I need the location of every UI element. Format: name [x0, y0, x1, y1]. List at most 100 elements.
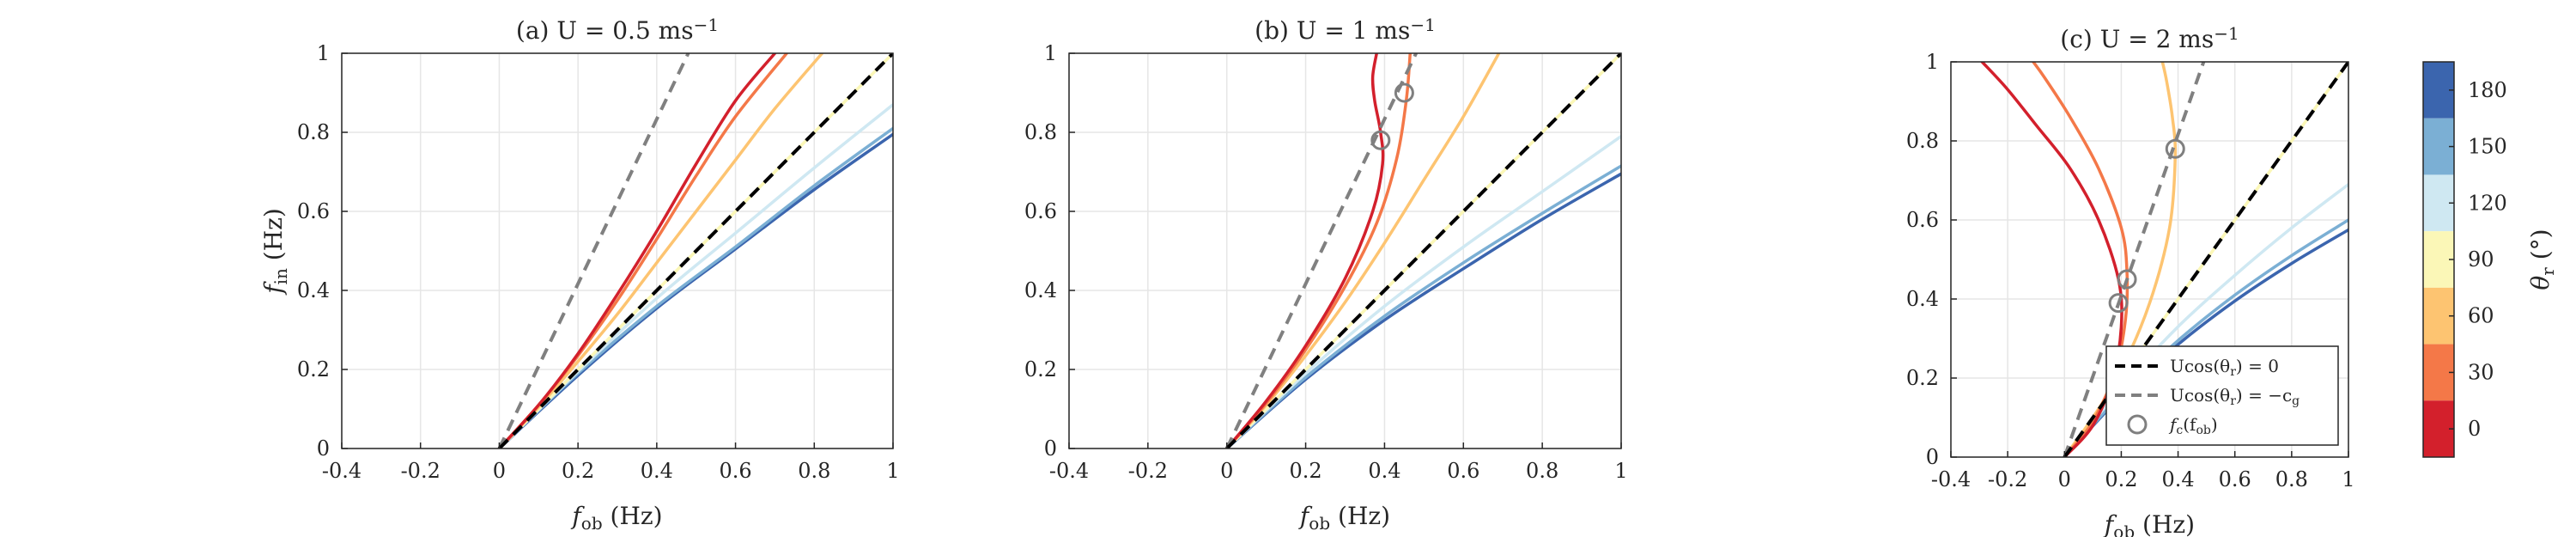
x-tick-label: -0.4 [322, 459, 361, 483]
x-tick-label: 0 [493, 459, 506, 483]
chart-title-sup: −1 [2214, 23, 2239, 44]
series-group [1224, 53, 1621, 449]
legend-item-label-sub: ob [2196, 424, 2210, 437]
fc-marker [2165, 138, 2185, 159]
legend-item-label-part: (f [2183, 414, 2197, 435]
x-tick-label: 0.6 [719, 459, 751, 483]
y-tick-label: 0.6 [1906, 208, 1939, 232]
y-tick-label: 0.2 [1906, 366, 1939, 390]
colorbar-tick-label: 90 [2468, 247, 2494, 272]
x-tick-label: 0.4 [2161, 467, 2194, 491]
series-line-theta-60 [1224, 53, 1501, 449]
y-tick-label: 0.4 [1906, 287, 1939, 311]
fc-marker [1394, 82, 1414, 103]
y-tick-label: 0.8 [1906, 129, 1939, 153]
x-axis-label-sub: ob [1309, 513, 1330, 534]
x-tick-label: 1 [2342, 467, 2354, 491]
series-line-theta-0 [1224, 53, 1385, 449]
ref-line-zero [1225, 53, 1621, 449]
y-tick-label: 0.6 [297, 199, 330, 223]
colorbar-tick-label: 180 [2468, 78, 2507, 102]
legend-item-label-sub: c [2176, 424, 2183, 437]
chart-title-part: (a) U = 0.5 ms [516, 16, 694, 45]
colorbar-label-part: (°) [2526, 229, 2555, 267]
legend-item-label-sub: r [2230, 365, 2236, 379]
chart-panel-3: -0.4 -0.2 0 0.2 0.4 0.6 0.8 1 0 0.2 0.4 0.6 0.8 1 (c) … [1906, 23, 2355, 537]
x-axis-label-part: (Hz) [603, 502, 663, 530]
x-axis-label-part: (Hz) [1330, 502, 1390, 530]
x-axis-label: fob (Hz) [2103, 510, 2195, 537]
x-tick-label: 0.8 [2275, 467, 2308, 491]
plot-area [1069, 53, 1621, 449]
y-axis-label: fin (Hz) [259, 208, 291, 296]
x-tick-label: -0.4 [1931, 467, 1971, 491]
x-axis-label-part: (Hz) [2135, 510, 2195, 537]
legend-item-label: Ucos(θr) = −cg [2170, 385, 2300, 408]
x-tick-label: -0.2 [1128, 459, 1168, 483]
x-tick-label: 1 [1614, 459, 1627, 483]
x-tick-label: -0.4 [1049, 459, 1089, 483]
x-tick-label: 1 [886, 459, 899, 483]
axes-box [341, 52, 894, 449]
colorbar-tick-label: 0 [2468, 417, 2481, 441]
fc-marker [2117, 269, 2137, 290]
colorbar-tick-label: 120 [2468, 191, 2507, 215]
x-tick-label: 0.2 [2105, 467, 2137, 491]
axes-box [1068, 52, 1622, 449]
series-line-theta-120 [1224, 134, 1621, 449]
legend-item-label-part: ) = −c [2236, 385, 2292, 406]
chart-title: (c) U = 2 ms−1 [2060, 23, 2239, 53]
y-tick-label: 0.8 [1024, 120, 1057, 144]
x-tick-label: 0.6 [2219, 467, 2251, 491]
fc-marker [1370, 130, 1391, 150]
legend-item-label-sub: r [2230, 394, 2236, 408]
series-line-theta-60 [497, 53, 824, 449]
x-tick-label: 0.4 [1368, 459, 1400, 483]
ref-line-minus-cg [497, 53, 690, 449]
y-tick-label: 0.6 [1024, 199, 1057, 223]
ref-line-zero [498, 53, 893, 449]
x-axis-label: fob (Hz) [570, 502, 662, 534]
y-tick-label: 1 [1044, 41, 1057, 65]
chart-title-part: (b) U = 1 ms [1255, 16, 1410, 45]
chart-title-part: (c) U = 2 ms [2060, 25, 2214, 53]
x-tick-label: -0.2 [401, 459, 440, 483]
chart-title-sup: −1 [1410, 15, 1435, 35]
x-tick-label: 0.2 [1289, 459, 1321, 483]
colorbar-tick-label: 30 [2468, 360, 2494, 384]
x-tick-label: -0.2 [1988, 467, 2027, 491]
series-group [497, 53, 893, 449]
chart-panel-2: -0.4 -0.2 0 0.2 0.4 0.6 0.8 1 0 0.2 0.4 0.6 0.8 1 (b) … [1024, 15, 1628, 534]
x-tick-label: 0.2 [562, 459, 594, 483]
legend-item-label: fc(fob) [2168, 414, 2218, 437]
legend-item-label-part: Ucos(θ [2170, 385, 2230, 406]
legend-swatch-marker [2127, 414, 2148, 435]
colorbar-label-it: θ [2526, 276, 2555, 290]
colorbar-label: θr (°) [2526, 229, 2558, 290]
y-tick-label: 1 [317, 41, 330, 65]
x-axis-label-sub: ob [581, 513, 603, 534]
chart-title-sup: −1 [694, 15, 719, 35]
y-tick-label: 0.4 [297, 278, 330, 302]
x-tick-label: 0.8 [1526, 459, 1558, 483]
y-axis-label-sub: in [270, 268, 291, 284]
y-tick-label: 1 [1926, 50, 1939, 74]
x-tick-label: 0.8 [798, 459, 830, 483]
x-tick-label: 0 [2058, 467, 2071, 491]
colorbar-tick-label: 60 [2468, 304, 2494, 328]
y-tick-label: 0.8 [297, 120, 330, 144]
legend-item-label-sub: g [2292, 394, 2300, 408]
series-line-theta-150 [1224, 164, 1621, 449]
y-tick-label: 0.4 [1024, 278, 1057, 302]
x-tick-label: 0.4 [641, 459, 673, 483]
x-tick-label: 0.6 [1447, 459, 1479, 483]
y-tick-label: 0.2 [1024, 357, 1057, 381]
y-tick-label: 0 [1926, 445, 1939, 469]
chart-title: (a) U = 0.5 ms−1 [516, 15, 719, 45]
colorbar: 180 150 120 90 60 30 0 θr (°) [2422, 61, 2558, 458]
y-axis-label-part: (Hz) [259, 208, 288, 268]
plot-area [342, 53, 893, 449]
legend-item-label-part: ) [2211, 414, 2218, 435]
